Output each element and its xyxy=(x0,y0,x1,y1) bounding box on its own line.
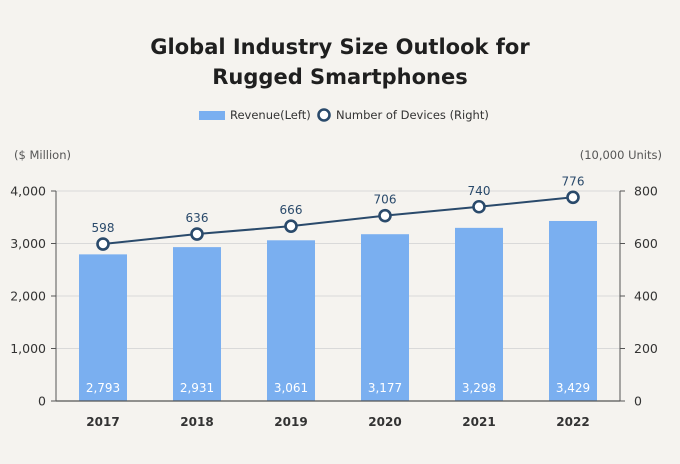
device-value-label: 666 xyxy=(280,203,303,217)
x-axis-category-label: 2018 xyxy=(180,415,213,429)
x-axis-category-label: 2017 xyxy=(86,415,119,429)
device-point-2017 xyxy=(96,237,110,251)
device-line xyxy=(96,190,580,251)
device-point-2021 xyxy=(472,199,486,214)
y-axis-right-tick-label: 600 xyxy=(634,236,658,251)
bar-2018 xyxy=(173,247,221,401)
device-value-label: 706 xyxy=(374,193,397,207)
legend-line-label: Number of Devices (Right) xyxy=(336,108,489,122)
device-value-label: 776 xyxy=(562,174,585,188)
chart-title-line-1: Global Industry Size Outlook for xyxy=(150,35,530,59)
bar-2020 xyxy=(361,234,409,401)
x-axis-category-label: 2020 xyxy=(368,415,401,429)
legend-bar-swatch xyxy=(199,111,225,120)
y-axis-right-tick-label: 200 xyxy=(634,341,658,356)
y-axis-right-tick-label: 800 xyxy=(634,184,658,199)
y-axis-left-tick-label: 4,000 xyxy=(10,184,46,199)
bar-value-label: 3,177 xyxy=(368,381,402,395)
bar-value-label: 3,298 xyxy=(462,381,496,395)
y-axis-right-tick-label: 0 xyxy=(634,394,642,409)
bar-2019 xyxy=(267,240,315,401)
bar-2021 xyxy=(455,227,503,401)
device-value-label: 636 xyxy=(186,211,209,225)
bars xyxy=(79,220,597,401)
y-axis-left-unit: ($ Million) xyxy=(14,148,71,162)
x-axis-category-label: 2022 xyxy=(556,415,589,429)
device-point-2019 xyxy=(284,219,298,233)
legend-bar-label: Revenue(Left) xyxy=(230,108,311,122)
bar-value-label: 3,061 xyxy=(274,381,308,395)
y-axis-right-unit: (10,000 Units) xyxy=(580,148,662,162)
device-value-label: 740 xyxy=(468,184,491,198)
bar-value-label: 2,931 xyxy=(180,381,214,395)
bar-2017 xyxy=(79,254,127,401)
y-axis-left-tick-label: 3,000 xyxy=(10,236,46,251)
device-point-2022 xyxy=(566,190,580,205)
chart-title-line-2: Rugged Smartphones xyxy=(212,65,467,89)
device-line-path xyxy=(102,196,574,246)
x-axis-category-label: 2021 xyxy=(462,415,495,429)
y-axis-left-tick-label: 1,000 xyxy=(10,341,46,356)
y-axis-left-tick-label: 0 xyxy=(38,394,46,409)
gridlines xyxy=(56,190,620,349)
bar-value-label: 3,429 xyxy=(556,381,590,395)
bar-2022 xyxy=(549,220,597,401)
y-axis-left-tick-label: 2,000 xyxy=(10,289,46,304)
device-value-label: 598 xyxy=(92,221,115,235)
legend-line-marker xyxy=(317,108,331,122)
y-axis-right-tick-label: 400 xyxy=(634,289,658,304)
data-labels: 2,793 2,931 3,061 3,177 3,298 3,429 598 636 666 7… xyxy=(86,174,590,395)
x-axis-category-label: 2019 xyxy=(274,415,307,429)
bar-value-label: 2,793 xyxy=(86,381,120,395)
axes: 0 0 1,000 200 2,000 400 3,000 600 4,000 800 2017 20… xyxy=(10,184,658,430)
device-point-2018 xyxy=(190,227,204,241)
device-point-2020 xyxy=(378,208,392,223)
legend: Revenue(Left) Number of Devices (Right) xyxy=(199,108,489,122)
